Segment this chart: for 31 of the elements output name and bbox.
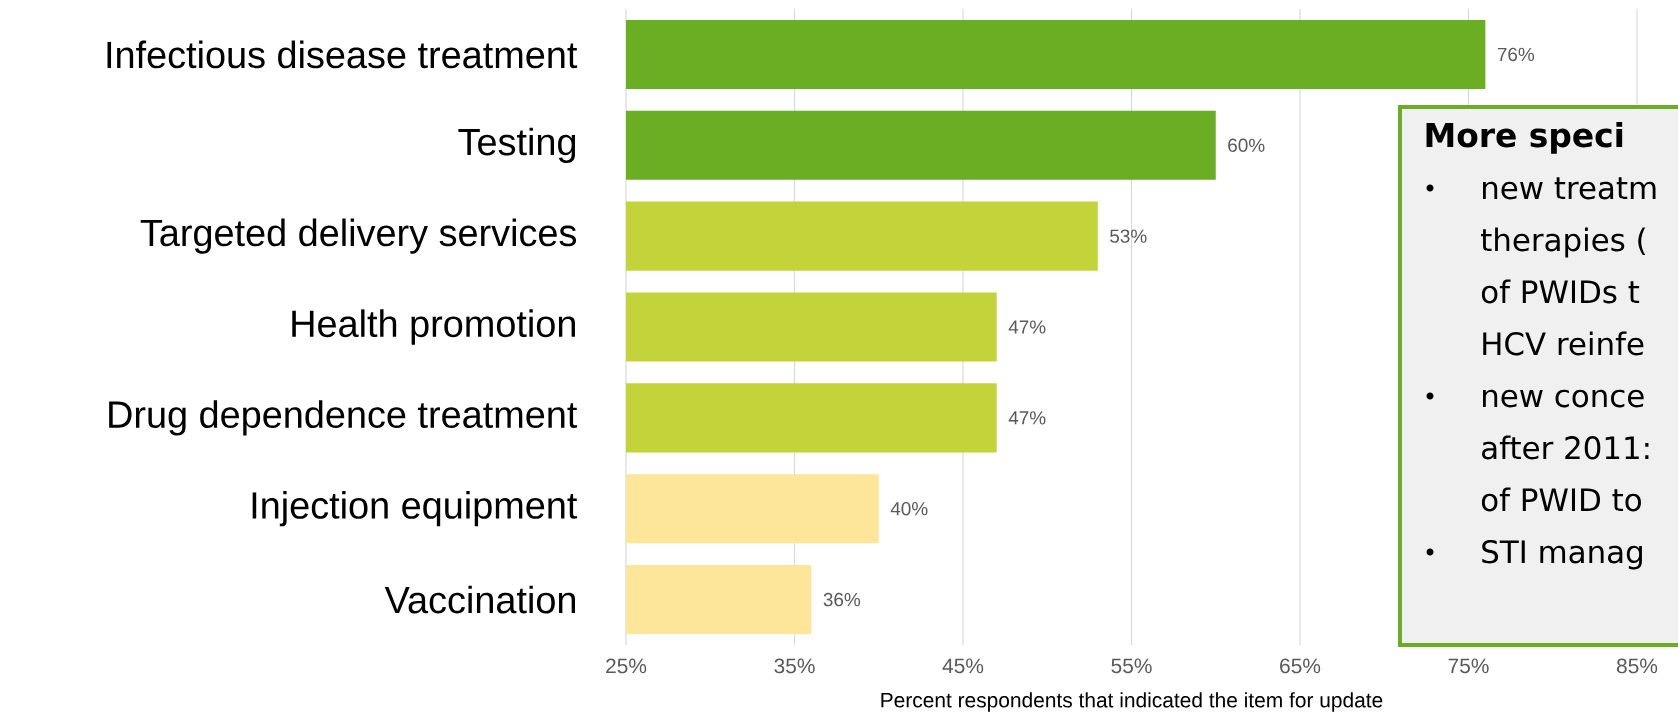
annotation: new conce	[1483, 389, 1644, 408]
data-label: 76%	[1497, 47, 1535, 62]
data-label: 36%	[823, 592, 861, 607]
annotation: therapies (	[1481, 227, 1646, 258]
data-label: 40%	[890, 502, 928, 516]
x-axis-title: Percent respondents that indicated the item for update	[881, 692, 1383, 712]
x-tick-label: 25%	[606, 658, 647, 674]
annotation: HCV reinfe	[1483, 331, 1644, 356]
y-tick-label: Health promotion	[292, 309, 575, 345]
x-tick-label: 55%	[1111, 658, 1152, 674]
annotation: of PWIDs t	[1481, 279, 1640, 304]
y-tick-label: Targeted delivery services	[140, 218, 577, 254]
y-tick-label: Drug dependence treatment	[109, 400, 578, 436]
y-tick-label: Injection equipment	[252, 491, 578, 527]
x-tick-label: 45%	[942, 658, 984, 674]
annotation: after 2011:	[1482, 435, 1649, 460]
data-label: 60%	[1228, 138, 1265, 152]
annotation: STI manag	[1482, 540, 1642, 570]
x-tick-label: 75%	[1448, 658, 1489, 674]
data-label: 47%	[1008, 411, 1046, 425]
x-tick-label: 85%	[1616, 658, 1658, 674]
data-label: 53%	[1110, 229, 1147, 243]
x-tick-label: 65%	[1280, 658, 1321, 674]
y-tick-label: Vaccination	[384, 585, 576, 614]
annotation: of PWID to	[1481, 487, 1641, 512]
annotation: new treatm	[1483, 177, 1656, 200]
x-tick-label: 35%	[774, 658, 815, 674]
data-label: 47%	[1008, 320, 1046, 334]
y-tick-label: Infectious disease treatment	[107, 40, 578, 69]
annotation: More speci	[1426, 122, 1623, 154]
y-tick-label: Testing	[458, 127, 576, 163]
